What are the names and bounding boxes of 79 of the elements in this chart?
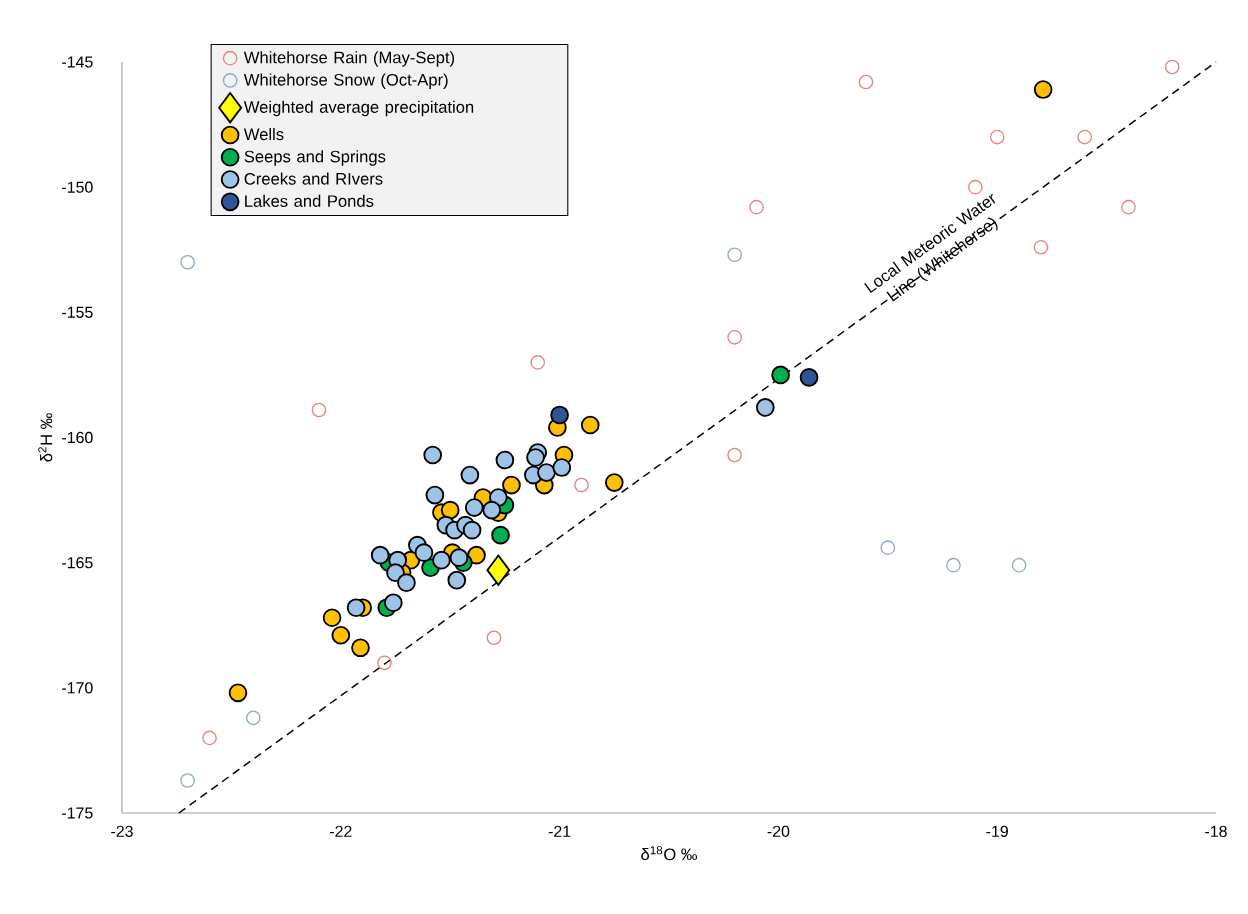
point	[502, 475, 521, 495]
point	[604, 473, 624, 492]
point	[447, 570, 467, 590]
point	[727, 330, 742, 345]
x-tick-label: -19	[986, 825, 1008, 837]
point	[414, 543, 434, 562]
point	[550, 405, 569, 425]
point	[449, 548, 469, 567]
point	[202, 730, 217, 746]
point	[495, 450, 515, 470]
point	[727, 247, 742, 263]
point	[464, 498, 484, 517]
point	[1121, 199, 1136, 215]
x-axis-title: δ$^{18}$O ‰	[641, 846, 698, 861]
point	[580, 415, 600, 435]
point	[491, 525, 510, 545]
x-tick-label: -22	[329, 825, 352, 837]
point	[727, 447, 742, 463]
point	[423, 445, 443, 465]
point	[486, 554, 511, 586]
y-tick-label: -175	[62, 807, 93, 819]
y-tick-label: -160	[62, 431, 93, 444]
point	[383, 593, 403, 613]
point	[1033, 80, 1053, 99]
point	[552, 458, 572, 477]
legend-label: Seeps and Springs	[244, 150, 386, 166]
point	[880, 540, 896, 555]
point	[460, 465, 480, 485]
point	[322, 608, 342, 628]
y-tick-label: -155	[62, 306, 93, 318]
point	[1011, 557, 1027, 573]
legend-label: Lakes and Ponds	[245, 194, 374, 207]
point	[486, 630, 502, 646]
point	[749, 199, 764, 215]
legend-label: Wells	[243, 127, 284, 141]
y-tick-label: -150	[62, 181, 93, 193]
x-tick-label: -23	[111, 825, 133, 837]
point	[462, 520, 482, 540]
point	[530, 355, 546, 370]
legend-label: Creeks and RIvers	[244, 172, 383, 185]
x-tick-label: -18	[1205, 825, 1227, 837]
point	[331, 625, 351, 645]
x-tick-label: -20	[767, 825, 790, 837]
legend-label: Whitehorse Rain (May-Sept)	[243, 51, 455, 67]
point	[771, 365, 790, 385]
x-tick-label: -21	[548, 825, 571, 837]
point	[180, 254, 195, 270]
point	[967, 179, 983, 195]
point	[377, 655, 392, 671]
y-axis-title: δ$^{2}$H ‰	[38, 413, 53, 462]
point	[574, 477, 589, 493]
point	[180, 773, 195, 788]
point	[432, 550, 451, 570]
point	[1033, 239, 1049, 255]
legend-label: Weighted average precipitation	[243, 100, 474, 117]
point	[440, 500, 460, 520]
point	[482, 500, 502, 520]
point	[858, 74, 874, 90]
point	[755, 398, 775, 417]
y-tick-label: -170	[62, 682, 93, 694]
point	[1077, 129, 1093, 145]
point	[351, 638, 370, 658]
point	[537, 463, 556, 482]
point	[397, 573, 416, 593]
point	[245, 710, 261, 726]
point	[425, 485, 445, 505]
point	[989, 129, 1005, 145]
point	[1164, 59, 1180, 75]
point	[946, 557, 961, 573]
point	[526, 448, 545, 467]
y-tick-label: -145	[62, 56, 93, 68]
point	[311, 402, 327, 418]
y-tick-label: -165	[62, 557, 93, 569]
point	[346, 598, 366, 618]
point	[799, 368, 819, 387]
point	[467, 545, 486, 565]
legend-label: Whitehorse Snow (Oct-Apr)	[243, 73, 448, 89]
point	[370, 545, 390, 565]
point	[228, 683, 248, 703]
